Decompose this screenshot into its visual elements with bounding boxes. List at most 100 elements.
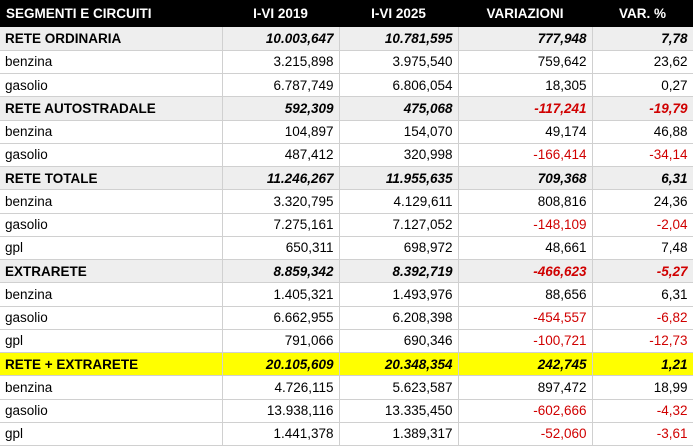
segment-cell: gasolio — [0, 143, 223, 168]
value-2019-cell: 104,897 — [222, 120, 340, 144]
variation-cell: -52,060 — [458, 422, 593, 446]
variation-percent-cell: -12,73 — [592, 329, 693, 354]
segment-cell: RETE TOTALE — [0, 166, 223, 191]
variation-percent-cell: 6,31 — [592, 166, 693, 191]
segment-cell: benzina — [0, 120, 223, 144]
variation-cell: 49,174 — [458, 120, 593, 144]
variation-cell: -148,109 — [458, 213, 593, 237]
value-2019-cell: 592,309 — [222, 96, 340, 121]
value-2019-cell: 20.105,609 — [222, 352, 340, 377]
variation-percent-cell: -5,27 — [592, 259, 693, 284]
value-2025-cell: 690,346 — [339, 329, 459, 354]
value-2019-cell: 650,311 — [222, 236, 340, 261]
value-2025-cell: 320,998 — [339, 143, 459, 168]
section-row: RETE AUTOSTRADALE 592,309 475,068 -117,241-… — [0, 96, 693, 121]
variation-percent-cell: -6,82 — [592, 306, 693, 330]
table-row: gasolio 13.938,116 13.335,450 -602,666 -4,32 — [0, 399, 693, 423]
segment-cell: benzina — [0, 282, 223, 307]
variation-cell: -602,666 — [458, 399, 593, 423]
variation-percent-cell: 0,27 — [592, 73, 693, 98]
value-2025-cell: 475,068 — [339, 96, 459, 121]
column-header-2025: I-VI 2025 — [339, 0, 459, 27]
segment-cell: benzina — [0, 375, 223, 400]
segment-cell: EXTRARETE — [0, 259, 223, 284]
total-row: RETE + EXTRARETE 20.105,609 20.348,354 242,… — [0, 352, 693, 377]
column-header-2019: I-VI 2019 — [222, 0, 340, 27]
value-2019-cell: 6.787,749 — [222, 73, 340, 98]
variation-percent-cell: -19,79 — [592, 96, 693, 121]
variation-percent-cell: 7,78 — [592, 27, 693, 51]
value-2019-cell: 8.859,342 — [222, 259, 340, 284]
variation-percent-cell: -34,14 — [592, 143, 693, 168]
segment-cell: gpl — [0, 329, 223, 354]
table-body: RETE ORDINARIA 10.003,647 10.781,595 777,94… — [0, 27, 693, 446]
table-row: benzina 3.320,795 4.129,611 808,816 24,36 — [0, 189, 693, 214]
variation-cell: -166,414 — [458, 143, 593, 168]
section-row: EXTRARETE 8.859,342 8.392,719 -466,623 -5,27 — [0, 259, 693, 284]
variation-cell: 18,305 — [458, 73, 593, 98]
segment-cell: benzina — [0, 50, 223, 75]
value-2025-cell: 5.623,587 — [339, 375, 459, 400]
segment-cell: benzina — [0, 189, 223, 214]
value-2025-cell: 1.493,976 — [339, 282, 459, 307]
column-header-variation-percent: VAR. % — [592, 0, 693, 27]
value-2019-cell: 7.275,161 — [222, 213, 340, 237]
variation-cell: 88,656 — [458, 282, 593, 307]
variation-percent-cell: 23,62 — [592, 50, 693, 75]
variation-percent-cell: -4,32 — [592, 399, 693, 423]
variation-percent-cell: 6,31 — [592, 282, 693, 307]
variation-cell: -100,721 — [458, 329, 593, 354]
section-row: RETE TOTALE 11.246,267 11.955,635 709,368 6,… — [0, 166, 693, 191]
value-2025-cell: 1.389,317 — [339, 422, 459, 446]
variation-cell: 48,661 — [458, 236, 593, 261]
table-row: gasolio 6.662,955 6.208,398 -454,557 -6,82 — [0, 306, 693, 330]
variation-percent-cell: 24,36 — [592, 189, 693, 214]
variation-cell: -117,241 — [458, 96, 593, 121]
variation-percent-cell: 7,48 — [592, 236, 693, 261]
variation-percent-cell: 46,88 — [592, 120, 693, 144]
table-row: benzina 1.405,321 1.493,976 88,656 6,31 — [0, 282, 693, 307]
table-header-row: SEGMENTI E CIRCUITI I-VI 2019 I-VI 2025 … — [0, 0, 693, 27]
segment-cell: RETE + EXTRARETE — [0, 352, 223, 377]
value-2019-cell: 10.003,647 — [222, 27, 340, 51]
table-row: gpl 1.441,378 1.389,317 -52,060 -3,61 — [0, 422, 693, 446]
value-2025-cell: 11.955,635 — [339, 166, 459, 191]
value-2019-cell: 487,412 — [222, 143, 340, 168]
value-2019-cell: 11.246,267 — [222, 166, 340, 191]
segment-cell: gasolio — [0, 213, 223, 237]
segment-cell: RETE AUTOSTRADALE — [0, 96, 223, 121]
column-header-variation: VARIAZIONI — [458, 0, 593, 27]
value-2025-cell: 8.392,719 — [339, 259, 459, 284]
table-row: gasolio 487,412 320,998 -166,414 -34,14 — [0, 143, 693, 168]
table-row: gasolio 6.787,749 6.806,054 18,305 0,27 — [0, 73, 693, 98]
segment-cell: RETE ORDINARIA — [0, 27, 223, 51]
variation-cell: 242,745 — [458, 352, 593, 377]
table-row: benzina 3.215,898 3.975,540 759,642 23,62 — [0, 50, 693, 75]
segment-cell: gasolio — [0, 73, 223, 98]
value-2025-cell: 7.127,052 — [339, 213, 459, 237]
value-2025-cell: 13.335,450 — [339, 399, 459, 423]
segment-cell: gpl — [0, 236, 223, 261]
segment-cell: gasolio — [0, 399, 223, 423]
table-row: gpl 650,311 698,972 48,661 7,48 — [0, 236, 693, 261]
segment-cell: gasolio — [0, 306, 223, 330]
value-2019-cell: 791,066 — [222, 329, 340, 354]
variation-cell: 777,948 — [458, 27, 593, 51]
value-2019-cell: 4.726,115 — [222, 375, 340, 400]
value-2019-cell: 3.320,795 — [222, 189, 340, 214]
variation-percent-cell: -2,04 — [592, 213, 693, 237]
column-header-segment: SEGMENTI E CIRCUITI — [0, 0, 223, 27]
value-2019-cell: 6.662,955 — [222, 306, 340, 330]
section-row: RETE ORDINARIA 10.003,647 10.781,595 777,94… — [0, 27, 693, 51]
value-2025-cell: 10.781,595 — [339, 27, 459, 51]
variation-percent-cell: -3,61 — [592, 422, 693, 446]
table-row: benzina 104,897 154,070 49,174 46,88 — [0, 120, 693, 144]
variation-percent-cell: 1,21 — [592, 352, 693, 377]
value-2025-cell: 698,972 — [339, 236, 459, 261]
value-2019-cell: 13.938,116 — [222, 399, 340, 423]
variation-cell: -454,557 — [458, 306, 593, 330]
variation-cell: 759,642 — [458, 50, 593, 75]
table-row: benzina 4.726,115 5.623,587 897,472 18,99 — [0, 375, 693, 400]
value-2025-cell: 3.975,540 — [339, 50, 459, 75]
